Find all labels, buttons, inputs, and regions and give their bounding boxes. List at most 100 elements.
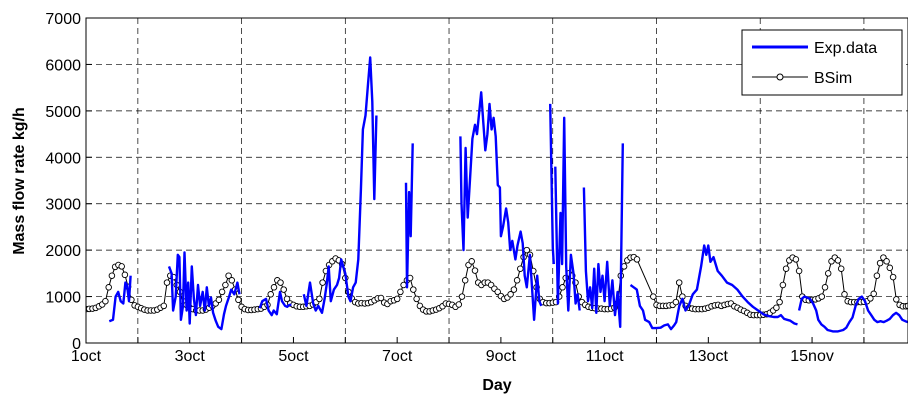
bsim-point [105, 284, 112, 291]
bsim-point [222, 281, 229, 289]
exp-data-line-segment [629, 244, 798, 331]
bsim-point [121, 271, 129, 279]
plot-frame [85, 17, 908, 344]
exp-data-line-segment [258, 290, 292, 317]
bsim-point [779, 281, 787, 289]
bsim-point [118, 263, 125, 270]
bsim-point [215, 296, 223, 304]
bsim-point [795, 267, 803, 275]
y-tick-label: 4000 [45, 150, 81, 167]
y-axis-title: Mass flow rate kg/h [11, 107, 28, 255]
y-tick-label: 6000 [45, 57, 81, 74]
exp-data-line-segment [302, 56, 378, 314]
bsim-point [277, 279, 284, 286]
exp-data-line-segment [549, 103, 555, 265]
bsim-point [867, 295, 874, 302]
bsim-point [675, 279, 683, 286]
bsim-point [893, 296, 900, 303]
exp-data-line-segment [108, 275, 132, 323]
bsim-point [510, 286, 518, 293]
legend: Exp.data BSim [741, 29, 903, 96]
x-tick-label: 7oct [382, 348, 413, 365]
x-tick-label: 11oct [586, 348, 625, 365]
bsim-point [837, 265, 845, 272]
exp-data-line-segment [404, 143, 414, 289]
exp-data-line-segment [554, 116, 581, 312]
bsim-point [163, 279, 171, 286]
y-tick-label: 3000 [45, 197, 81, 214]
axis-ticks: 0 1000 2000 3000 4000 5000 6000 7000 1oct 3oct 5oc… [45, 11, 865, 365]
exp-data-line-segment [167, 251, 241, 331]
y-tick-label: 1000 [45, 290, 81, 307]
x-tick-label: 15nov [790, 348, 834, 365]
bsim-point [270, 284, 278, 291]
bsim-point [904, 302, 908, 310]
bsim-point [160, 302, 168, 310]
bsim-point [559, 284, 566, 291]
bsim-point [225, 272, 232, 279]
bsim-point [377, 294, 385, 302]
bsim-point [818, 293, 826, 300]
x-tick-label: 3oct [175, 348, 206, 365]
y-tick-label: 0 [72, 336, 81, 353]
bsim-point [776, 298, 783, 306]
legend-label-bsim: BSim [814, 70, 852, 87]
series-exp-data [108, 56, 908, 333]
bsim-point [889, 273, 897, 281]
bsim-point [455, 301, 463, 308]
x-tick-label: 13oct [689, 348, 729, 365]
bsim-point [218, 288, 226, 296]
bsim-point [471, 267, 479, 274]
bsim-point [102, 297, 109, 305]
bsim-point [883, 258, 890, 265]
bsim-point [824, 270, 832, 277]
y-tick-label: 2000 [45, 243, 81, 260]
x-tick-label: 9oct [486, 348, 517, 365]
bsim-point [513, 277, 521, 284]
bsim-point [235, 296, 242, 304]
x-tick-label: 5oct [278, 348, 309, 365]
bsim-point [633, 256, 641, 263]
exp-data-line-segment [797, 295, 908, 333]
bsim-point [458, 293, 466, 300]
bsim-point [782, 265, 790, 272]
bsim-point [886, 264, 894, 272]
bsim-point [876, 259, 884, 267]
x-axis-title: Day [482, 377, 511, 394]
bsim-point [228, 277, 236, 284]
bsim-point [650, 293, 657, 300]
legend-box [741, 29, 903, 96]
bsim-point [316, 295, 323, 303]
bsim-point [507, 291, 514, 298]
bsim-point [792, 256, 800, 263]
legend-label-exp-data: Exp.data [814, 40, 877, 57]
bsim-point [283, 295, 291, 303]
bsim-point [494, 288, 501, 296]
bsim-point [280, 286, 287, 293]
bsim-point [461, 277, 469, 284]
bsim-point [672, 298, 680, 306]
bsim-point [108, 272, 116, 279]
bsim-point [773, 304, 780, 311]
x-tick-label: 1oct [71, 348, 102, 365]
y-tick-label: 5000 [45, 104, 81, 121]
bsim-point [517, 265, 524, 272]
legend-marker-bsim [776, 73, 784, 81]
bsim-point [873, 272, 881, 279]
bsim-point [267, 291, 274, 298]
bsim-point [410, 286, 417, 293]
series-layer [86, 56, 908, 333]
bsim-point [834, 257, 842, 264]
bsim-point [393, 295, 401, 303]
bsim-point [870, 290, 877, 298]
bsim-point [821, 284, 829, 291]
bsim-point [319, 279, 326, 286]
y-tick-label: 7000 [45, 11, 81, 28]
bsim-point [413, 295, 420, 303]
bsim-point [468, 258, 475, 265]
exp-data-line-segment [582, 143, 624, 328]
exp-data-line-segment [459, 91, 543, 321]
bsim-point [841, 291, 848, 298]
